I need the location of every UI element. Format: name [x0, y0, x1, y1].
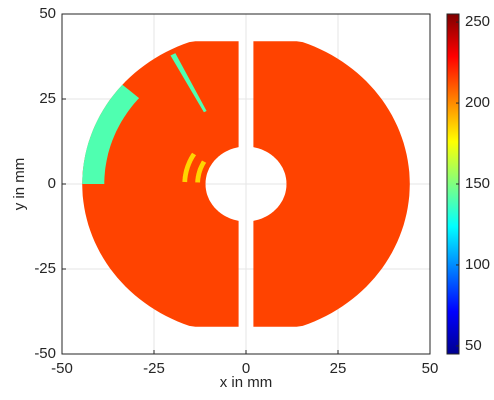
y-tick-label: 50 — [39, 5, 56, 22]
colorbar-tick-label: 100 — [465, 256, 490, 273]
colorbar-tick-label: 50 — [465, 337, 482, 354]
colorbar-tick-label: 200 — [465, 94, 490, 111]
x-tick-label: 0 — [242, 360, 250, 377]
y-tick-label: 25 — [39, 90, 56, 107]
colorbar-tick-label: 250 — [465, 13, 490, 30]
y-axis-label: y in mm — [11, 158, 28, 211]
y-tick-label: 0 — [48, 175, 56, 192]
chart: x in mm y in mm -50-2502550-50-250255050… — [0, 0, 494, 395]
y-tick-label: -50 — [34, 345, 56, 362]
colorbar-tick-label: 150 — [465, 175, 490, 192]
y-tick-label: -25 — [34, 260, 56, 277]
x-tick-label: -50 — [51, 360, 73, 377]
x-tick-label: 25 — [330, 360, 347, 377]
x-tick-label: 50 — [422, 360, 439, 377]
x-tick-label: -25 — [143, 360, 165, 377]
